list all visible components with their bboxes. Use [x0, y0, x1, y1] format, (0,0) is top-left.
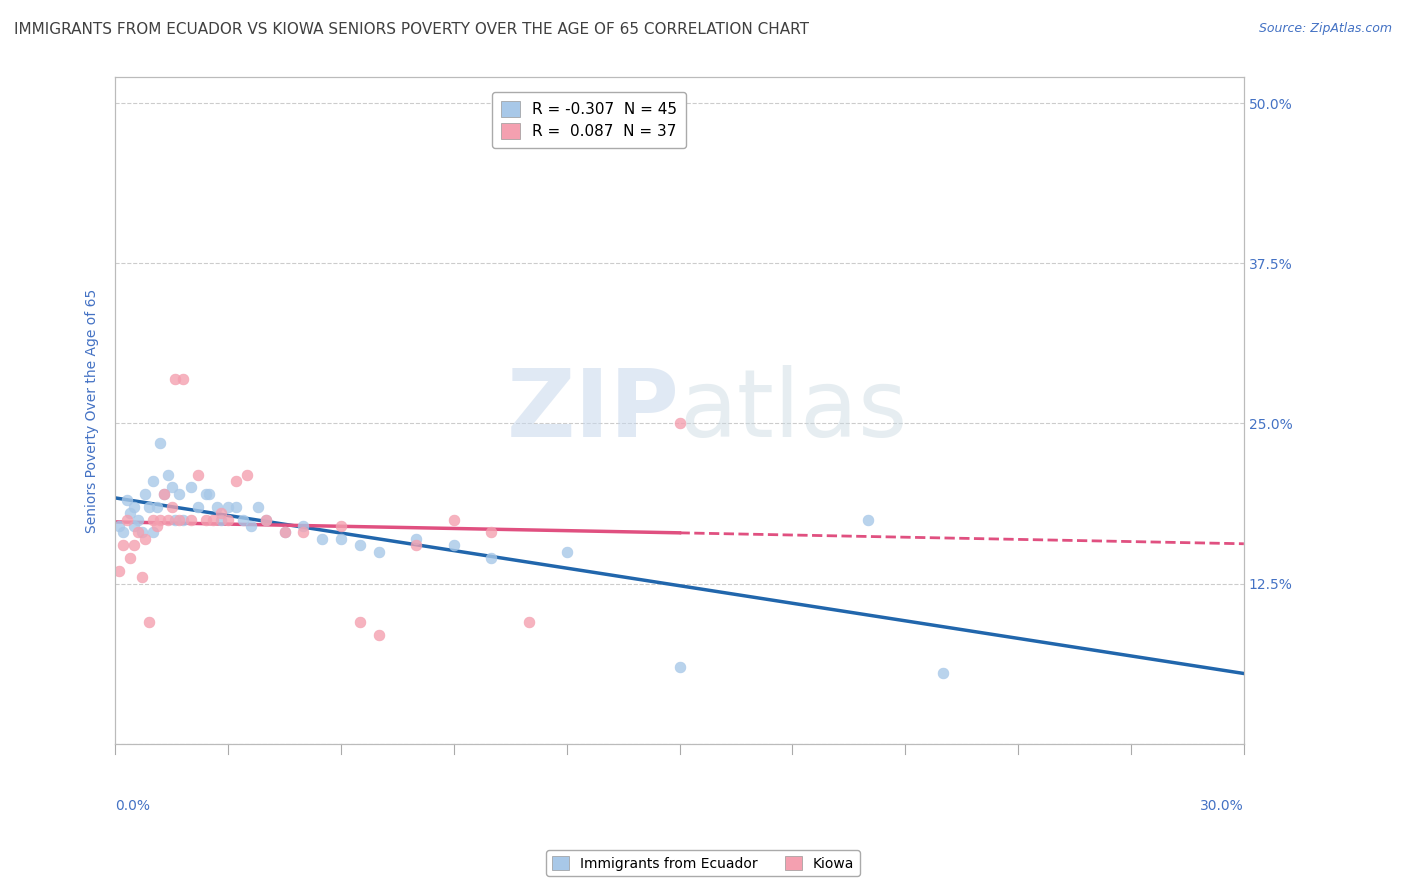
Point	[232, 512, 254, 526]
Point	[311, 532, 333, 546]
Point	[247, 500, 270, 514]
Point	[209, 506, 232, 520]
Point	[115, 493, 138, 508]
Point	[481, 551, 503, 566]
Point	[225, 500, 247, 514]
Point	[131, 525, 153, 540]
Point	[138, 500, 160, 514]
Text: 0.0%: 0.0%	[115, 799, 150, 813]
Point	[555, 544, 578, 558]
Point	[517, 615, 540, 629]
Y-axis label: Seniors Poverty Over the Age of 65: Seniors Poverty Over the Age of 65	[86, 288, 100, 533]
Point	[156, 467, 179, 482]
Point	[217, 500, 239, 514]
Point	[134, 487, 156, 501]
Point	[122, 519, 145, 533]
Point	[127, 525, 149, 540]
Point	[205, 500, 228, 514]
Point	[120, 551, 142, 566]
Legend: R = -0.307  N = 45, R =  0.087  N = 37: R = -0.307 N = 45, R = 0.087 N = 37	[492, 92, 686, 148]
Point	[225, 474, 247, 488]
Text: ZIP: ZIP	[506, 365, 679, 457]
Point	[160, 481, 183, 495]
Point	[138, 615, 160, 629]
Point	[405, 538, 427, 552]
Point	[145, 519, 167, 533]
Point	[349, 615, 371, 629]
Point	[145, 500, 167, 514]
Point	[668, 660, 690, 674]
Point	[131, 570, 153, 584]
Point	[367, 544, 389, 558]
Point	[165, 512, 187, 526]
Point	[405, 532, 427, 546]
Point	[165, 371, 187, 385]
Text: 30.0%: 30.0%	[1201, 799, 1244, 813]
Point	[443, 512, 465, 526]
Point	[167, 512, 190, 526]
Point	[108, 564, 131, 578]
Point	[111, 525, 134, 540]
Point	[273, 525, 295, 540]
Point	[120, 506, 142, 520]
Point	[254, 512, 277, 526]
Point	[932, 666, 955, 681]
Point	[115, 512, 138, 526]
Point	[127, 512, 149, 526]
Text: Source: ZipAtlas.com: Source: ZipAtlas.com	[1258, 22, 1392, 36]
Point	[179, 481, 201, 495]
Point	[142, 474, 165, 488]
Point	[202, 512, 225, 526]
Point	[443, 538, 465, 552]
Point	[108, 519, 131, 533]
Point	[481, 525, 503, 540]
Point	[668, 417, 690, 431]
Point	[254, 512, 277, 526]
Point	[156, 512, 179, 526]
Point	[292, 525, 315, 540]
Point	[367, 628, 389, 642]
Point	[236, 467, 259, 482]
Point	[142, 512, 165, 526]
Point	[217, 512, 239, 526]
Point	[273, 525, 295, 540]
Point	[349, 538, 371, 552]
Point	[153, 487, 176, 501]
Text: IMMIGRANTS FROM ECUADOR VS KIOWA SENIORS POVERTY OVER THE AGE OF 65 CORRELATION : IMMIGRANTS FROM ECUADOR VS KIOWA SENIORS…	[14, 22, 808, 37]
Point	[172, 371, 194, 385]
Point	[153, 487, 176, 501]
Point	[856, 512, 879, 526]
Text: atlas: atlas	[679, 365, 908, 457]
Point	[149, 435, 172, 450]
Legend: Immigrants from Ecuador, Kiowa: Immigrants from Ecuador, Kiowa	[547, 850, 859, 876]
Point	[330, 532, 353, 546]
Point	[122, 500, 145, 514]
Point	[142, 525, 165, 540]
Point	[292, 519, 315, 533]
Point	[187, 467, 209, 482]
Point	[111, 538, 134, 552]
Point	[239, 519, 262, 533]
Point	[198, 487, 221, 501]
Point	[149, 512, 172, 526]
Point	[179, 512, 201, 526]
Point	[122, 538, 145, 552]
Point	[187, 500, 209, 514]
Point	[194, 487, 217, 501]
Point	[134, 532, 156, 546]
Point	[167, 487, 190, 501]
Point	[194, 512, 217, 526]
Point	[330, 519, 353, 533]
Point	[172, 512, 194, 526]
Point	[160, 500, 183, 514]
Point	[209, 512, 232, 526]
